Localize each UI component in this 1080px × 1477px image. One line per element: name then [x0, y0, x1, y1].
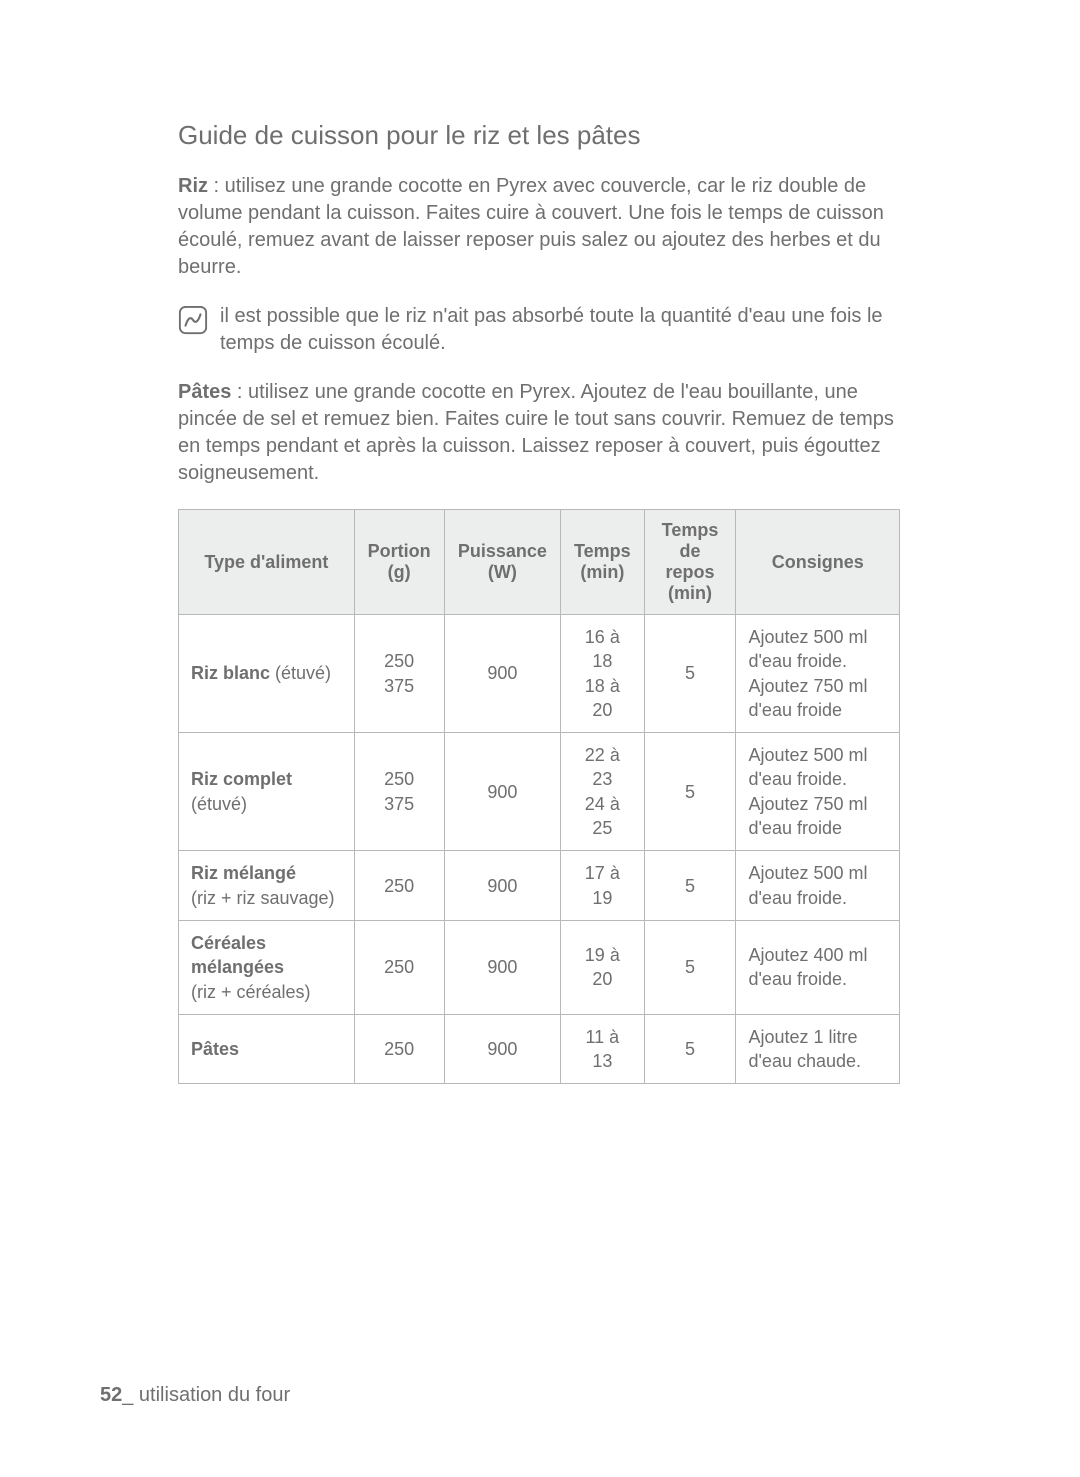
th-type: Type d'aliment: [179, 510, 355, 615]
cell-time: 22 à 2324 à 25: [561, 733, 644, 851]
cell-time: 11 à 13: [561, 1014, 644, 1084]
page-number: 52: [100, 1384, 122, 1406]
page-footer: 52_ utilisation du four: [100, 1384, 290, 1407]
cell-power: 900: [444, 733, 561, 851]
table-row: Pâtes25090011 à 135Ajoutez 1 litre d'eau…: [179, 1014, 900, 1084]
cell-power: 900: [444, 851, 561, 921]
cell-type: Pâtes: [179, 1014, 355, 1084]
table-row: Riz complet (étuvé)25037590022 à 2324 à …: [179, 733, 900, 851]
riz-label: Riz: [178, 175, 208, 197]
cell-instructions: Ajoutez 500 ml d'eau froide.Ajoutez 750 …: [736, 615, 900, 733]
cell-portion: 250: [354, 920, 444, 1014]
cell-type: Céréales mélangées(riz + céréales): [179, 920, 355, 1014]
cell-time: 16 à 1818 à 20: [561, 615, 644, 733]
table-header-row: Type d'aliment Portion (g) Puissance (W)…: [179, 510, 900, 615]
table-row: Céréales mélangées(riz + céréales)250900…: [179, 920, 900, 1014]
cell-rest: 5: [644, 615, 736, 733]
cell-type: Riz mélangé(riz + riz sauvage): [179, 851, 355, 921]
th-portion: Portion (g): [354, 510, 444, 615]
cell-type: Riz complet (étuvé): [179, 733, 355, 851]
th-instr: Consignes: [736, 510, 900, 615]
pates-label: Pâtes: [178, 381, 231, 403]
table-row: Riz blanc (étuvé)25037590016 à 1818 à 20…: [179, 615, 900, 733]
riz-paragraph: Riz : utilisez une grande cocotte en Pyr…: [178, 173, 900, 281]
cell-portion: 250: [354, 851, 444, 921]
cell-instructions: Ajoutez 1 litre d'eau chaude.: [736, 1014, 900, 1084]
cell-rest: 5: [644, 851, 736, 921]
note-text: il est possible que le riz n'ait pas abs…: [220, 303, 900, 357]
th-time: Temps (min): [561, 510, 644, 615]
cell-time: 17 à 19: [561, 851, 644, 921]
cell-power: 900: [444, 1014, 561, 1084]
pates-text: : utilisez une grande cocotte en Pyrex. …: [178, 381, 894, 484]
cell-instructions: Ajoutez 500 ml d'eau froide.Ajoutez 750 …: [736, 733, 900, 851]
table-row: Riz mélangé(riz + riz sauvage)25090017 à…: [179, 851, 900, 921]
cell-power: 900: [444, 615, 561, 733]
cell-portion: 250375: [354, 733, 444, 851]
section-title: Guide de cuisson pour le riz et les pâte…: [178, 120, 900, 151]
note-row: il est possible que le riz n'ait pas abs…: [178, 303, 900, 357]
cell-rest: 5: [644, 920, 736, 1014]
footer-section: _ utilisation du four: [122, 1384, 290, 1406]
cell-rest: 5: [644, 1014, 736, 1084]
cell-instructions: Ajoutez 500 ml d'eau froide.: [736, 851, 900, 921]
page: Guide de cuisson pour le riz et les pâte…: [0, 0, 1080, 1477]
cell-portion: 250: [354, 1014, 444, 1084]
note-icon: [178, 305, 208, 335]
cell-portion: 250375: [354, 615, 444, 733]
cell-rest: 5: [644, 733, 736, 851]
riz-text: : utilisez une grande cocotte en Pyrex a…: [178, 175, 884, 278]
cell-instructions: Ajoutez 400 ml d'eau froide.: [736, 920, 900, 1014]
th-power: Puissance (W): [444, 510, 561, 615]
cell-power: 900: [444, 920, 561, 1014]
table-body: Riz blanc (étuvé)25037590016 à 1818 à 20…: [179, 615, 900, 1084]
cell-time: 19 à 20: [561, 920, 644, 1014]
cell-type: Riz blanc (étuvé): [179, 615, 355, 733]
th-rest: Temps de repos (min): [644, 510, 736, 615]
pates-paragraph: Pâtes : utilisez une grande cocotte en P…: [178, 379, 900, 487]
cooking-table: Type d'aliment Portion (g) Puissance (W)…: [178, 509, 900, 1084]
